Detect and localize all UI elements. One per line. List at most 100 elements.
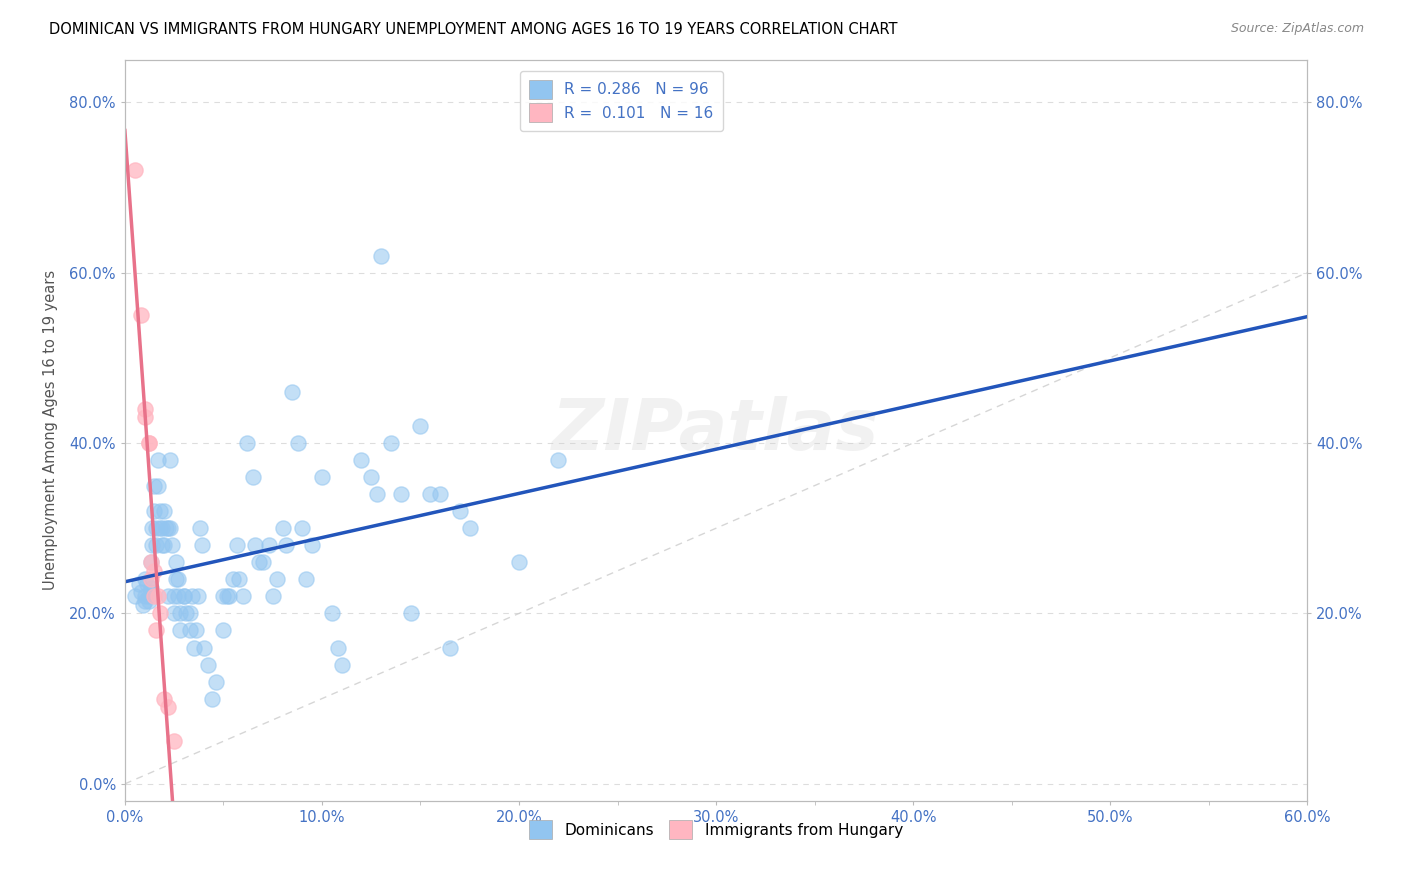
Point — [399, 607, 422, 621]
Point — [380, 436, 402, 450]
Point — [167, 590, 190, 604]
Point — [243, 538, 266, 552]
Point — [252, 555, 274, 569]
Point — [163, 607, 186, 621]
Point — [139, 585, 162, 599]
Point — [212, 590, 235, 604]
Point — [247, 555, 270, 569]
Point — [160, 538, 183, 552]
Point — [153, 538, 176, 552]
Point — [366, 487, 388, 501]
Point — [145, 624, 167, 638]
Point — [169, 624, 191, 638]
Point — [232, 590, 254, 604]
Point — [157, 700, 180, 714]
Point — [134, 410, 156, 425]
Point — [419, 487, 441, 501]
Point — [200, 691, 222, 706]
Point — [236, 436, 259, 450]
Point — [157, 521, 180, 535]
Point — [266, 572, 288, 586]
Text: DOMINICAN VS IMMIGRANTS FROM HUNGARY UNEMPLOYMENT AMONG AGES 16 TO 19 YEARS CORR: DOMINICAN VS IMMIGRANTS FROM HUNGARY UNE… — [49, 22, 897, 37]
Point — [271, 521, 294, 535]
Point — [187, 590, 209, 604]
Point — [134, 590, 156, 604]
Point — [222, 572, 245, 586]
Point — [135, 576, 157, 591]
Text: ZIPatlas: ZIPatlas — [553, 396, 880, 465]
Point — [321, 607, 343, 621]
Point — [157, 590, 180, 604]
Point — [197, 657, 219, 672]
Point — [188, 521, 211, 535]
Point — [139, 555, 162, 569]
Point — [153, 504, 176, 518]
Point — [148, 590, 170, 604]
Point — [139, 581, 162, 595]
Point — [458, 521, 481, 535]
Point — [212, 624, 235, 638]
Point — [173, 590, 195, 604]
Point — [350, 453, 373, 467]
Point — [163, 590, 186, 604]
Point — [217, 590, 239, 604]
Point — [429, 487, 451, 501]
Point — [228, 572, 250, 586]
Point — [129, 308, 152, 322]
Point — [370, 249, 392, 263]
Point — [281, 384, 304, 399]
Text: Source: ZipAtlas.com: Source: ZipAtlas.com — [1230, 22, 1364, 36]
Point — [143, 504, 166, 518]
Point — [409, 419, 432, 434]
Point — [141, 538, 163, 552]
Point — [138, 436, 160, 450]
Point — [360, 470, 382, 484]
Point — [183, 640, 205, 655]
Point — [143, 478, 166, 492]
Point — [129, 585, 152, 599]
Point — [167, 572, 190, 586]
Legend: Dominicans, Immigrants from Hungary: Dominicans, Immigrants from Hungary — [523, 814, 908, 845]
Point — [262, 590, 284, 604]
Point — [124, 590, 146, 604]
Point — [449, 504, 471, 518]
Point — [180, 590, 202, 604]
Point — [190, 538, 212, 552]
Y-axis label: Unemployment Among Ages 16 to 19 years: Unemployment Among Ages 16 to 19 years — [44, 270, 58, 591]
Point — [226, 538, 249, 552]
Point — [276, 538, 298, 552]
Point — [204, 674, 226, 689]
Point — [326, 640, 349, 655]
Point — [139, 572, 162, 586]
Point — [165, 555, 187, 569]
Point — [138, 590, 160, 604]
Point — [439, 640, 461, 655]
Point — [143, 590, 166, 604]
Point — [165, 572, 187, 586]
Point — [547, 453, 569, 467]
Point — [193, 640, 215, 655]
Point — [508, 555, 530, 569]
Point — [389, 487, 412, 501]
Point — [128, 576, 150, 591]
Point — [153, 691, 176, 706]
Point — [257, 538, 280, 552]
Point — [124, 163, 146, 178]
Point — [134, 401, 156, 416]
Point — [150, 538, 173, 552]
Point — [179, 624, 201, 638]
Point — [242, 470, 264, 484]
Point — [138, 593, 160, 607]
Point — [149, 521, 172, 535]
Point — [179, 607, 201, 621]
Point — [150, 521, 173, 535]
Point — [159, 521, 181, 535]
Point — [139, 555, 162, 569]
Point — [159, 453, 181, 467]
Point — [131, 598, 153, 612]
Point — [163, 734, 186, 748]
Point — [148, 478, 170, 492]
Point — [145, 538, 167, 552]
Point — [173, 590, 195, 604]
Point — [291, 521, 314, 535]
